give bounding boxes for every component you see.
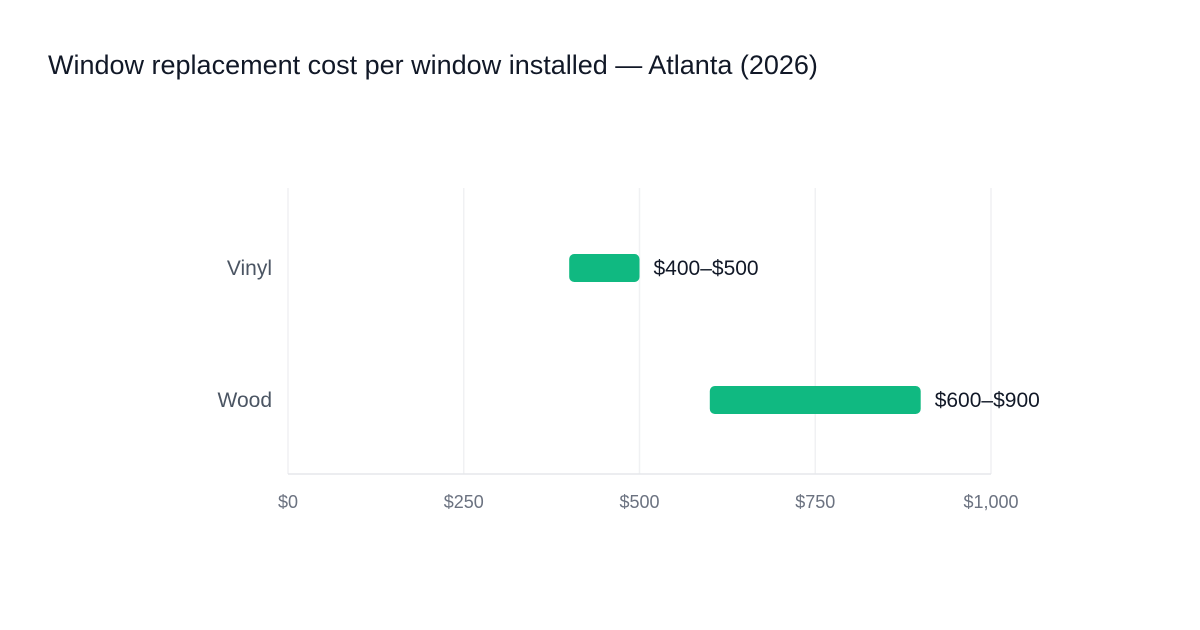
labels: Vinyl $400–$500 Wood $600–$900 (218, 257, 1040, 412)
x-axis: $0 $250 $500 $750 $1,000 (278, 473, 1019, 512)
bar-wood (709, 386, 921, 414)
x-tick-label: $0 (278, 492, 298, 512)
bars (569, 254, 921, 414)
x-tick-label: $750 (795, 492, 835, 512)
chart-title: Window replacement cost per window insta… (48, 50, 818, 80)
category-label: Vinyl (227, 257, 272, 280)
x-tick-label: $1,000 (963, 492, 1018, 512)
data-label: $600–$900 (935, 389, 1040, 412)
category-label: Wood (218, 389, 272, 412)
bar-vinyl (569, 254, 640, 282)
x-tick-label: $250 (444, 492, 484, 512)
gridlines (287, 188, 992, 474)
x-tick-label: $500 (619, 492, 659, 512)
data-label: $400–$500 (654, 257, 759, 280)
